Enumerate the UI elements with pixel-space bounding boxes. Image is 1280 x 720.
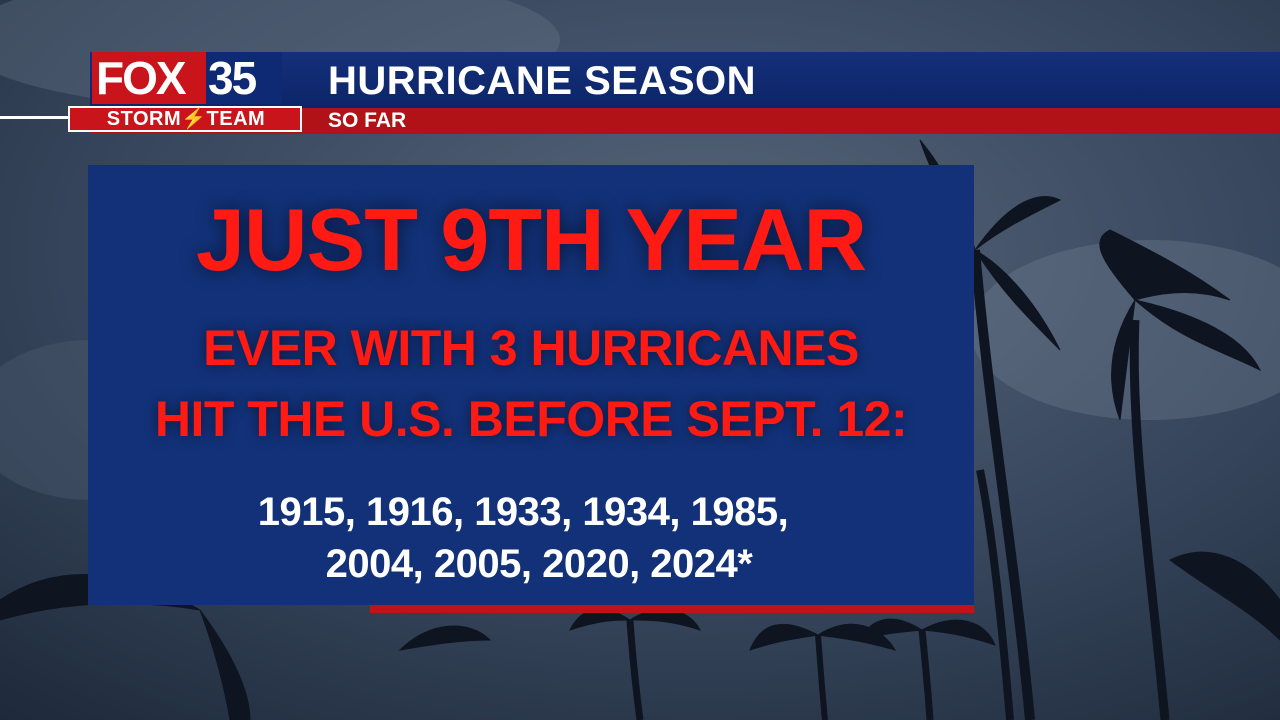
logo-storm-team-bar bbox=[68, 106, 302, 132]
logo-number: 35 bbox=[208, 52, 257, 104]
years-list-line-2: 2004, 2005, 2020, 2024* bbox=[325, 542, 753, 586]
logo-brand: FOX bbox=[96, 52, 187, 104]
logo-storm-team-text: STORM⚡TEAM bbox=[106, 108, 266, 130]
panel-red-underline bbox=[370, 604, 974, 613]
info-panel bbox=[88, 165, 974, 605]
lower-third-rule bbox=[0, 116, 70, 119]
panel-line-1: EVER WITH 3 HURRICANES bbox=[203, 320, 859, 376]
banner-title: HURRICANE SEASON bbox=[328, 59, 757, 103]
title-banner bbox=[90, 52, 1280, 108]
logo-number-background bbox=[206, 52, 282, 104]
fox35-storm-team-logo: FOX 35 STORM⚡TEAM bbox=[68, 52, 306, 134]
years-list-line-1: 1915, 1916, 1933, 1934, 1985, bbox=[257, 490, 789, 534]
panel-line-2: HIT THE U.S. BEFORE SEPT. 12: bbox=[154, 391, 908, 447]
panel-headline: JUST 9TH YEAR bbox=[196, 190, 867, 289]
banner-subtitle: SO FAR bbox=[328, 109, 407, 132]
